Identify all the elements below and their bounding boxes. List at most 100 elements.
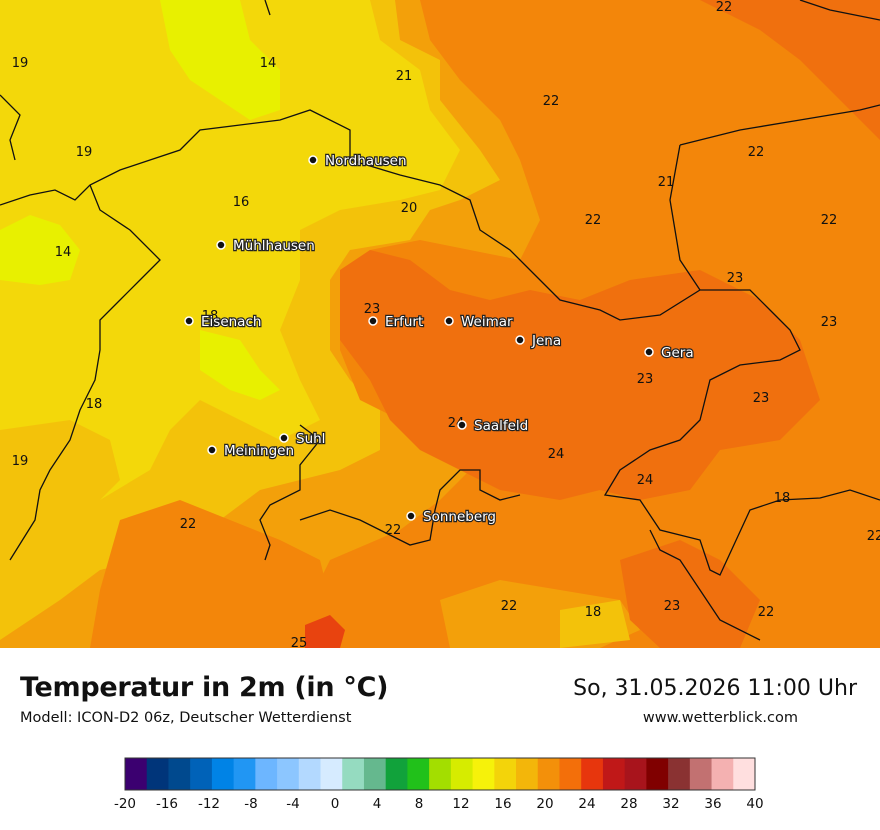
city-dot <box>515 335 525 345</box>
legend-swatch <box>581 758 604 790</box>
city-dot <box>216 240 226 250</box>
legend-swatch <box>125 758 148 790</box>
city-marker: Suhl <box>279 430 327 448</box>
city-marker: Nordhausen <box>308 152 408 170</box>
footer: Temperatur in 2m (in °C) Modell: ICON-D2… <box>0 648 880 830</box>
legend-swatch <box>668 758 691 790</box>
zone-16 <box>0 0 460 500</box>
zone-23-24-central <box>340 250 820 500</box>
city-marker: Erfurt <box>368 313 424 331</box>
temperature-value: 14 <box>260 56 277 71</box>
city-label: Gera <box>661 345 694 361</box>
city-dot <box>457 420 467 430</box>
city-marker: Weimar <box>444 313 514 331</box>
legend-swatch <box>494 758 517 790</box>
legend-tick-label: -4 <box>286 796 299 812</box>
legend-tick-label: 20 <box>536 796 553 812</box>
temperature-value: 22 <box>867 529 880 544</box>
temperature-values: 22 19 14 21 22 19 22 21 16 20 22 22 14 23 18 23 23 23 18 23… <box>12 0 880 648</box>
legend-swatch <box>211 758 235 790</box>
temperature-value: 21 <box>658 175 675 190</box>
legend-tick-label: 32 <box>662 796 679 812</box>
zone-14-west <box>0 215 80 285</box>
temperature-value: 22 <box>758 605 775 620</box>
zone-14-south <box>200 330 280 400</box>
temperature-value: 21 <box>396 69 413 84</box>
temperature-value: 23 <box>821 315 838 330</box>
city-label: Saalfeld <box>474 418 528 434</box>
city-dot <box>279 433 289 443</box>
legend-swatch <box>733 758 756 790</box>
legend-tick-label: 0 <box>331 796 340 812</box>
temperature-value: 19 <box>12 56 29 71</box>
legend-tick-label: 4 <box>373 796 382 812</box>
temperature-value: 24 <box>637 473 654 488</box>
legend-tick-label: 12 <box>452 796 469 812</box>
legend-swatch <box>298 758 322 790</box>
temperature-value: 23 <box>637 372 654 387</box>
legend-swatch <box>168 758 191 790</box>
legend-tick-label: 16 <box>494 796 511 812</box>
legend-tick-label: -8 <box>244 796 257 812</box>
temperature-value: 23 <box>753 391 770 406</box>
legend-tick-label: -20 <box>114 796 136 812</box>
city-label: Eisenach <box>201 314 261 330</box>
temperature-value: 22 <box>585 213 602 228</box>
legend-frame <box>124 757 756 791</box>
city-marker: Meiningen <box>207 442 295 460</box>
legend-tick-label: 36 <box>704 796 721 812</box>
city-label: Suhl <box>296 431 325 447</box>
temperature-value: 22 <box>501 599 518 614</box>
legend-swatch <box>255 758 278 790</box>
city-label: Meiningen <box>224 443 294 459</box>
temperature-value: 23 <box>727 271 744 286</box>
legend-swatch <box>385 758 408 790</box>
city-dot <box>184 316 194 326</box>
temperature-value: 18 <box>86 397 103 412</box>
zone-18-southwest <box>0 420 120 525</box>
legend-tick-label: -16 <box>156 796 178 812</box>
temperature-value: 18 <box>774 491 791 506</box>
legend-swatch <box>711 758 734 790</box>
legend-tick-label: -12 <box>198 796 220 812</box>
legend-swatch <box>472 758 495 790</box>
legend-swatch <box>602 758 626 790</box>
temperature-value: 19 <box>12 454 29 469</box>
city-label: Nordhausen <box>325 153 407 169</box>
legend-swatch <box>689 758 713 790</box>
temperature-value: 23 <box>664 599 681 614</box>
temperature-map: 22 19 14 21 22 19 22 21 16 20 22 22 14 23 18 23 23 23 18 23… <box>0 0 880 648</box>
legend-swatch <box>233 758 256 790</box>
legend-swatch <box>407 758 430 790</box>
city-label: Mühlhausen <box>233 238 315 254</box>
city-marker: Sonneberg <box>406 508 497 526</box>
temperature-value: 16 <box>233 195 250 210</box>
legend-tick-label: 8 <box>415 796 424 812</box>
temperature-value: 22 <box>821 213 838 228</box>
model-info: Modell: ICON-D2 06z, Deutscher Wetterdie… <box>20 710 352 726</box>
legend-swatch <box>363 758 387 790</box>
temperature-value: 18 <box>585 605 602 620</box>
legend-swatch <box>537 758 560 790</box>
city-marker: Jena <box>515 332 562 350</box>
legend-swatch <box>277 758 300 790</box>
city-marker: Gera <box>644 344 695 362</box>
city-dot <box>207 445 217 455</box>
map-title: Temperatur in 2m (in °C) <box>20 672 389 703</box>
legend-swatch <box>429 758 452 790</box>
legend-swatch <box>624 758 647 790</box>
legend-tick-label: 28 <box>620 796 637 812</box>
city-marker: Mühlhausen <box>216 237 316 255</box>
city-label: Sonneberg <box>423 509 496 525</box>
zone-23-northeast <box>700 0 880 140</box>
legend-swatch <box>190 758 213 790</box>
city-label: Jena <box>531 333 561 349</box>
website-link[interactable]: www.wetterblick.com <box>642 710 798 726</box>
legend-swatch <box>516 758 539 790</box>
zone-25-hotspot <box>305 615 345 648</box>
city-marker: Saalfeld <box>457 417 529 435</box>
temperature-value: 23 <box>364 302 381 317</box>
city-dot <box>406 511 416 521</box>
city-dot <box>308 155 318 165</box>
city-dot <box>368 316 378 326</box>
